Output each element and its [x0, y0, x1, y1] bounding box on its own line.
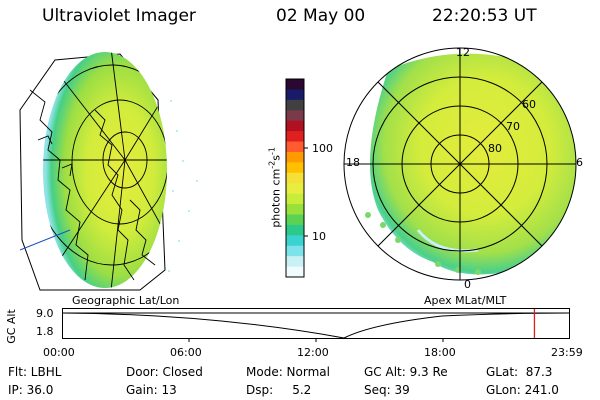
time-tick-0000: 00:00	[43, 346, 75, 359]
colorbar-stripe	[286, 266, 304, 278]
status-gain: Gain: 13	[126, 383, 177, 397]
colorbar-stripe	[286, 256, 304, 268]
status-glat: GLat: 87.3	[486, 365, 553, 379]
terminator-line	[19, 229, 71, 251]
aurora-disk	[43, 52, 167, 288]
time-tick-2359: 23:59	[551, 346, 583, 359]
apex-caption: Apex MLat/MLT	[424, 294, 507, 307]
colorbar-stripe	[286, 110, 304, 122]
mlt-label-12: 12	[456, 46, 470, 59]
status-door: Door: Closed	[126, 365, 203, 379]
colorbar-unit-label: photon cm-2s-1	[267, 147, 283, 228]
status-ip: IP: 36.0	[8, 383, 54, 397]
lat-label-80: 80	[488, 142, 502, 155]
polar-map	[343, 47, 577, 281]
status-dsp: Dsp: 5.2	[246, 383, 312, 397]
status-gc-alt: GC Alt: 9.3 Re	[364, 365, 448, 379]
mlt-label-6: 6	[576, 156, 583, 169]
colorbar-stripe	[286, 193, 304, 205]
colorbar-tick-100: 100	[312, 142, 333, 155]
colorbar-stripe	[286, 89, 304, 101]
status-filter: Flt: LBHL	[8, 365, 62, 379]
colorbar-stripe	[286, 99, 304, 111]
time-tick-1200: 12:00	[297, 346, 329, 359]
status-seq: Seq: 39	[364, 383, 410, 397]
altitude-axis-label: GC Alt	[4, 309, 18, 344]
mlt-label-18: 18	[346, 156, 360, 169]
colorbar-stripe	[286, 151, 304, 163]
date-label: 02 May 00	[276, 6, 366, 26]
colorbar	[285, 78, 308, 278]
instrument-title: Ultraviolet Imager	[42, 6, 196, 26]
colorbar-stripe	[286, 120, 304, 132]
mlt-label-0: 0	[464, 278, 471, 291]
colorbar-stripe	[286, 204, 304, 215]
lat-label-70: 70	[506, 120, 520, 133]
noise-speckles	[168, 100, 198, 272]
status-glon: GLon: 241.0	[486, 383, 559, 397]
time-label: 22:20:53 UT	[432, 6, 537, 26]
time-tick-0600: 06:00	[170, 346, 202, 359]
coastlines	[29, 89, 156, 281]
altitude-plot	[62, 308, 570, 342]
colorbar-stripe	[286, 245, 304, 257]
geographic-caption: Geographic Lat/Lon	[72, 294, 180, 307]
colorbar-stripe	[286, 162, 304, 174]
colorbar-stripe	[286, 141, 304, 153]
time-tick-1800: 18:00	[424, 346, 456, 359]
colorbar-stripe	[286, 79, 304, 90]
altitude-curve	[62, 312, 570, 339]
colorbar-stripe	[286, 183, 304, 195]
colorbar-stripe	[286, 224, 304, 236]
altitude-tick-low: 1.8	[36, 325, 54, 338]
lat-label-60: 60	[522, 98, 536, 111]
colorbar-stripe	[286, 131, 304, 143]
colorbar-stripes	[286, 79, 304, 278]
geographic-map	[19, 52, 198, 291]
colorbar-tick-10: 10	[312, 230, 326, 243]
colorbar-stripe	[286, 172, 304, 184]
status-mode: Mode: Normal	[246, 365, 330, 379]
colorbar-stripe	[286, 214, 304, 226]
colorbar-stripe	[286, 235, 304, 247]
altitude-tick-high: 9.0	[36, 307, 54, 320]
